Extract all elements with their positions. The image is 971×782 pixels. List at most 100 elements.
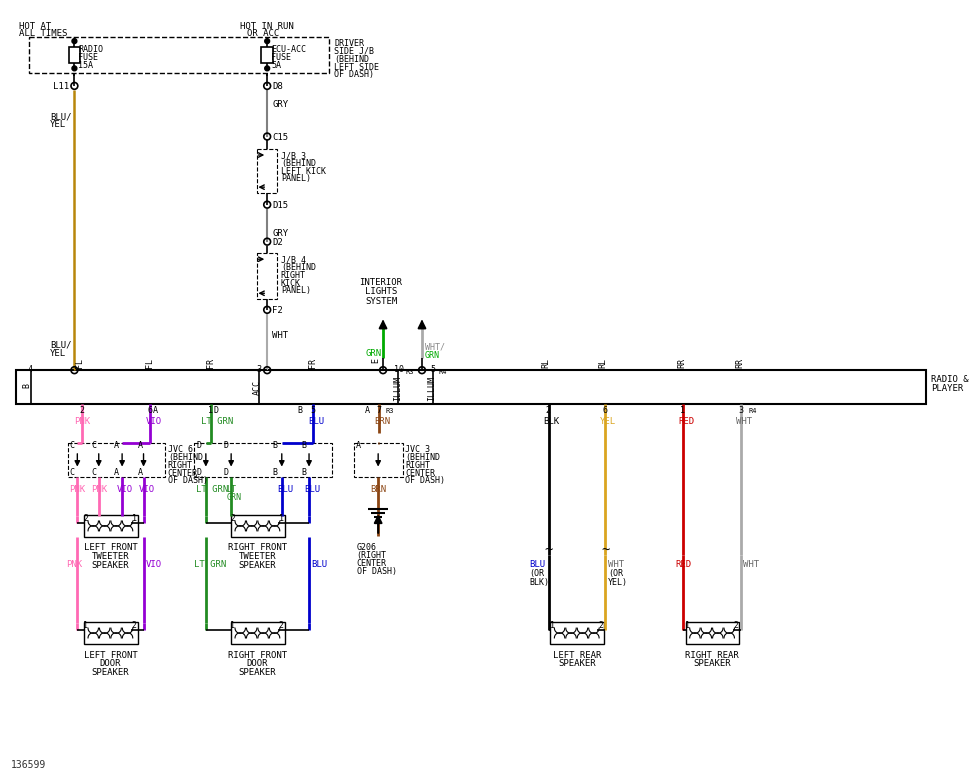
Text: DOOR: DOOR — [100, 659, 121, 669]
Bar — [68, 443, 165, 477]
Text: RED: RED — [678, 417, 694, 426]
Text: A: A — [364, 406, 370, 415]
Text: BLU: BLU — [304, 485, 320, 494]
Text: 2: 2 — [80, 406, 84, 415]
Text: 2: 2 — [132, 622, 137, 630]
Text: RL: RL — [542, 358, 551, 368]
Text: BRN: BRN — [374, 417, 390, 426]
Text: WHT: WHT — [272, 332, 288, 340]
Bar — [84, 622, 138, 644]
Text: RIGHT REAR: RIGHT REAR — [686, 651, 739, 659]
Text: RADIO &: RADIO & — [931, 375, 969, 384]
Text: SYSTEM: SYSTEM — [365, 297, 397, 307]
Text: E: E — [371, 358, 381, 364]
Text: D: D — [196, 441, 201, 450]
Text: (BEHIND: (BEHIND — [168, 453, 203, 462]
Text: PNK: PNK — [66, 560, 82, 569]
Text: RIGHT FRONT: RIGHT FRONT — [228, 543, 287, 552]
Text: SPEAKER: SPEAKER — [693, 659, 731, 669]
Text: SPEAKER: SPEAKER — [91, 668, 129, 677]
Text: LT GRN: LT GRN — [196, 485, 228, 494]
Text: 2: 2 — [279, 622, 284, 630]
Text: JVC 3: JVC 3 — [406, 445, 430, 454]
Text: R4: R4 — [748, 408, 756, 414]
Text: 1: 1 — [208, 406, 213, 415]
Text: (BEHIND: (BEHIND — [406, 453, 441, 462]
Text: F2: F2 — [272, 306, 283, 315]
Text: BLU/: BLU/ — [50, 341, 72, 350]
Text: A: A — [138, 468, 143, 476]
Text: BLU: BLU — [277, 485, 293, 494]
Text: LIGHTS: LIGHTS — [365, 288, 397, 296]
Text: HOT IN RUN: HOT IN RUN — [240, 22, 293, 30]
Text: BLK: BLK — [544, 417, 560, 426]
Bar — [194, 443, 332, 477]
Text: LT GRN: LT GRN — [201, 417, 233, 426]
Text: BLU: BLU — [308, 417, 324, 426]
Text: CENTER: CENTER — [406, 468, 435, 478]
Text: PNK: PNK — [70, 485, 85, 494]
Text: ILLUM: ILLUM — [392, 376, 402, 401]
Text: 2: 2 — [733, 622, 739, 630]
Text: TWEETER: TWEETER — [239, 552, 277, 561]
Text: LEFT REAR: LEFT REAR — [552, 651, 601, 659]
Text: GRN: GRN — [226, 493, 241, 502]
Text: RED: RED — [675, 560, 691, 569]
Text: DRIVER: DRIVER — [334, 39, 364, 48]
Text: D: D — [223, 441, 228, 450]
Text: BLU: BLU — [529, 560, 545, 569]
Bar — [551, 622, 604, 644]
Text: A: A — [355, 441, 361, 450]
Text: RIGHT: RIGHT — [281, 271, 306, 280]
Text: OF DASH): OF DASH) — [356, 567, 397, 576]
Text: BRN: BRN — [370, 485, 386, 494]
Text: (OR: (OR — [608, 569, 623, 578]
Text: LEFT FRONT: LEFT FRONT — [84, 651, 137, 659]
Text: RADIO: RADIO — [79, 45, 103, 54]
Text: SIDE J/B: SIDE J/B — [334, 47, 375, 56]
Text: OF DASH): OF DASH) — [406, 476, 446, 486]
Bar — [261, 47, 273, 63]
Text: WHT: WHT — [743, 560, 759, 569]
Text: PNK: PNK — [75, 417, 90, 426]
Text: RIGHT: RIGHT — [406, 461, 430, 470]
Text: WHT: WHT — [608, 560, 624, 569]
Text: FL: FL — [146, 358, 154, 368]
Text: KICK: KICK — [281, 278, 301, 288]
Text: ACC: ACC — [252, 380, 261, 395]
Text: FL: FL — [76, 358, 84, 368]
Bar — [257, 253, 277, 299]
Text: 2: 2 — [84, 515, 88, 523]
Text: ~: ~ — [545, 543, 553, 558]
Text: SPEAKER: SPEAKER — [558, 659, 595, 669]
Text: GRY: GRY — [272, 229, 288, 238]
Text: C: C — [91, 468, 96, 476]
Text: YEL): YEL) — [608, 578, 628, 586]
Text: VIO: VIO — [146, 560, 161, 569]
Bar — [257, 149, 277, 193]
Text: 6: 6 — [148, 406, 152, 415]
Text: 5: 5 — [431, 365, 436, 375]
Text: PLAYER: PLAYER — [931, 384, 963, 393]
Text: SPEAKER: SPEAKER — [91, 561, 129, 570]
Text: RIGHT FRONT: RIGHT FRONT — [228, 651, 287, 659]
Text: JVC 6: JVC 6 — [168, 445, 193, 454]
Circle shape — [265, 38, 270, 44]
Text: LEFT KICK: LEFT KICK — [281, 167, 326, 176]
Text: 10: 10 — [394, 365, 404, 375]
Text: INTERIOR: INTERIOR — [359, 278, 403, 287]
Text: PNK: PNK — [91, 485, 107, 494]
Text: GRN: GRN — [425, 350, 440, 360]
Text: YEL: YEL — [600, 417, 617, 426]
Text: DOOR: DOOR — [247, 659, 268, 669]
Text: R4: R4 — [439, 369, 447, 375]
Text: ~: ~ — [601, 543, 610, 558]
Text: FR: FR — [308, 358, 318, 368]
Text: C15: C15 — [272, 133, 288, 142]
Text: D15: D15 — [272, 201, 288, 210]
Text: 4: 4 — [28, 365, 33, 375]
Text: C: C — [91, 441, 96, 450]
Text: CENTER: CENTER — [168, 468, 198, 478]
Bar — [84, 515, 138, 536]
Text: (OR: (OR — [529, 569, 544, 578]
